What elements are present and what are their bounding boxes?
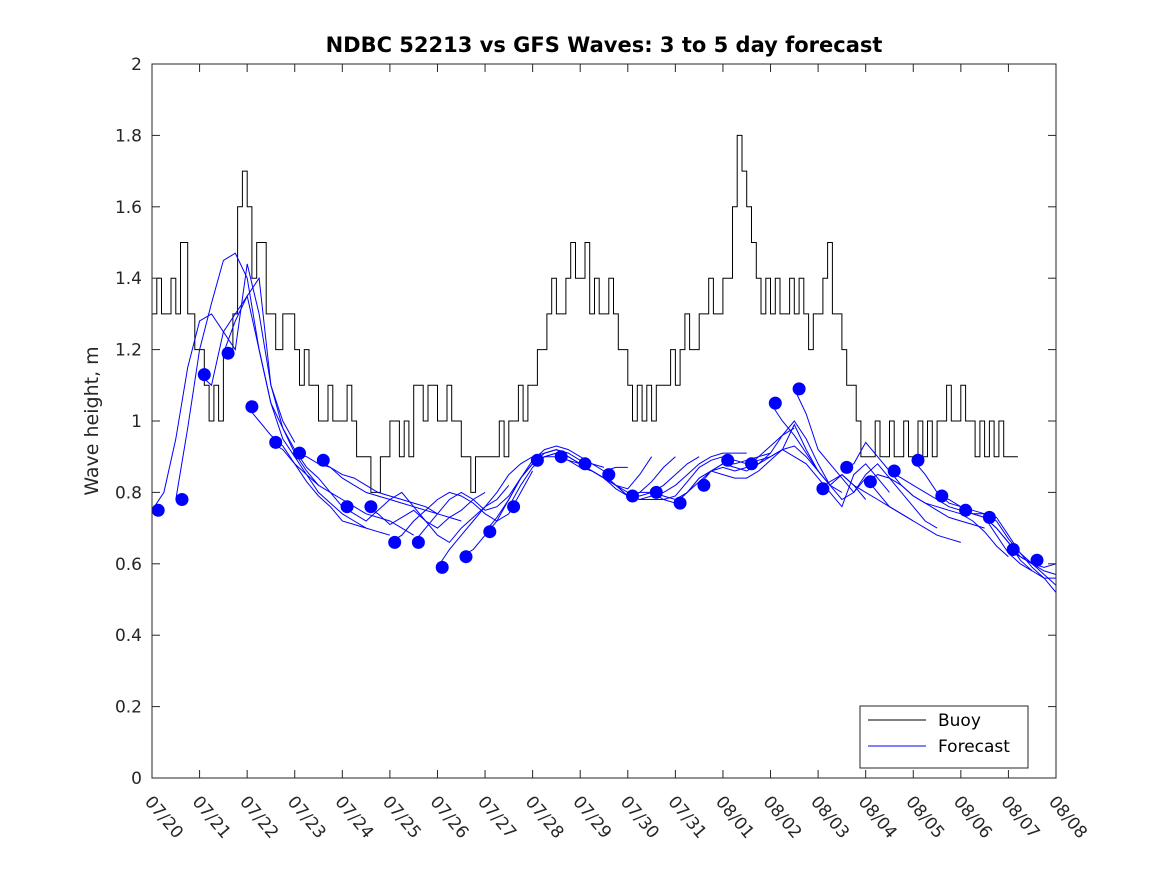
forecast-marker [697, 478, 711, 492]
forecast-marker [959, 503, 973, 517]
forecast-marker [151, 503, 165, 517]
forecast-run-line-34 [960, 509, 1057, 593]
forecast-marker [175, 493, 189, 506]
forecast-marker [388, 535, 402, 549]
forecast-marker [1030, 553, 1044, 567]
x-tick-label: 07/22 [235, 792, 282, 842]
x-tick-label: 07/24 [330, 792, 377, 842]
forecast-marker [626, 489, 639, 503]
x-tick-label: 08/02 [759, 792, 806, 842]
forecast-run-line-28 [817, 473, 961, 543]
x-tick-label: 07/30 [616, 792, 663, 842]
forecast-marker [530, 453, 544, 467]
forecast-marker [340, 500, 354, 514]
forecast-marker [459, 550, 473, 564]
x-tick-label: 07/20 [140, 792, 187, 842]
forecast-marker [221, 346, 235, 360]
x-tick-label: 08/03 [806, 792, 853, 842]
y-tick-label: 0 [131, 769, 142, 789]
forecast-run-line-10 [389, 470, 534, 543]
forecast-run-line-27 [793, 388, 938, 529]
forecast-marker [554, 450, 568, 464]
y-tick-label: 1 [131, 412, 142, 432]
x-tick-label: 08/06 [949, 792, 996, 842]
x-tick-label: 07/27 [473, 792, 520, 842]
y-axis-label: Wave height, m [81, 346, 103, 495]
legend-label-buoy: Buoy [938, 711, 981, 731]
forecast-marker [816, 482, 830, 496]
forecast-marker [197, 368, 211, 382]
forecast-marker [721, 453, 735, 467]
y-tick-label: 1.4 [115, 269, 142, 289]
forecast-run-line-22 [675, 423, 819, 504]
legend: Buoy Forecast [859, 705, 1029, 769]
forecast-run-line-2 [199, 276, 343, 508]
x-tick-label: 08/05 [901, 792, 948, 842]
forecast-marker [887, 464, 901, 478]
x-tick-label: 08/08 [1044, 792, 1091, 842]
forecast-run-line-33 [936, 495, 1057, 586]
forecast-run-line-25 [746, 449, 890, 508]
x-tick-label: 07/31 [664, 792, 711, 842]
y-tick-label: 0.4 [115, 626, 142, 646]
forecast-run-line-5 [270, 441, 414, 536]
x-tick-label: 07/26 [426, 792, 473, 842]
forecast-marker [982, 510, 996, 524]
series-layer [151, 134, 1057, 593]
forecast-run-line-30 [865, 474, 1009, 558]
chart-title: NDBC 52213 vs GFS Waves: 3 to 5 day fore… [326, 33, 883, 57]
forecast-run-line-35 [984, 517, 1056, 579]
x-tick-label: 07/23 [283, 792, 330, 842]
y-tick-label: 1.8 [115, 126, 142, 146]
forecast-marker [649, 485, 663, 499]
forecast-run-line-8 [342, 491, 486, 529]
forecast-marker [483, 525, 497, 539]
forecast-marker [935, 489, 949, 503]
y-tick-label: 1.6 [115, 198, 142, 218]
x-tick-label: 07/28 [521, 792, 568, 842]
forecast-marker [316, 453, 330, 467]
forecast-marker [792, 382, 806, 396]
forecast-marker [364, 500, 378, 514]
forecast-marker [411, 535, 425, 549]
x-tick-label: 07/25 [378, 792, 425, 842]
forecast-marker [578, 457, 592, 471]
forecast-marker [245, 400, 259, 414]
x-tick-label: 08/07 [997, 792, 1044, 842]
forecast-marker [293, 446, 306, 460]
forecast-marker [435, 560, 449, 574]
y-tick-label: 0.6 [115, 555, 142, 575]
legend-label-forecast: Forecast [938, 737, 1010, 757]
forecast-marker [1006, 543, 1020, 556]
x-tick-label: 07/21 [188, 792, 235, 842]
forecast-marker [863, 475, 877, 489]
y-tick-label: 1.2 [115, 341, 142, 361]
forecast-marker [745, 457, 758, 471]
forecast-marker [768, 396, 782, 410]
y-tick-label: 0.8 [115, 483, 142, 503]
buoy-series-line [152, 134, 1018, 493]
forecast-marker [911, 453, 925, 467]
forecast-marker [507, 500, 521, 514]
x-tick-label: 08/01 [711, 792, 758, 842]
y-tick-label: 0.2 [115, 698, 142, 718]
forecast-marker [602, 468, 616, 482]
forecast-marker [840, 460, 854, 474]
y-tick-label: 2 [131, 55, 142, 75]
forecast-marker [269, 435, 283, 449]
forecast-marker [673, 496, 687, 510]
x-tick-label: 07/29 [568, 792, 615, 842]
legend-box [859, 705, 1029, 769]
forecast-run-line-4 [246, 406, 391, 536]
x-tick-label: 08/04 [854, 792, 901, 842]
